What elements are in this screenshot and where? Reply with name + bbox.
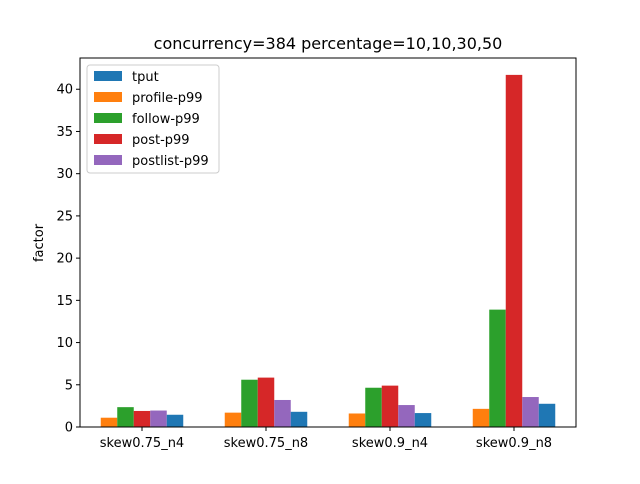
bar-follow-p99-skew0-9-n8 — [489, 309, 506, 427]
legend-swatch-tput — [94, 71, 122, 81]
bar-post-p99-skew0-75-n4 — [133, 410, 151, 427]
bar-postlist-p99-skew0-75-n8 — [274, 399, 291, 427]
y-tick-label: 10 — [56, 336, 73, 351]
y-axis-label: factor — [32, 223, 47, 262]
y-tick-label: 15 — [56, 294, 73, 309]
bar-profile-p99-skew0-9-n8 — [472, 408, 490, 427]
bars-group — [100, 74, 556, 427]
y-tick-label: 30 — [56, 167, 73, 182]
legend-label-post-p99: post-p99 — [132, 133, 190, 148]
y-tick-label: 5 — [65, 378, 73, 393]
legend-swatch-follow-p99 — [94, 113, 122, 123]
legend-label-profile-p99: profile-p99 — [132, 91, 203, 106]
bar-profile-p99-skew0-75-n8 — [224, 412, 242, 427]
bar-postlist-p99-skew0-75-n4 — [150, 410, 167, 427]
bar-tput-skew0-9-n4 — [414, 413, 432, 427]
y-axis-ticks: 0 5 10 15 20 25 30 35 40 — [56, 83, 80, 436]
bar-tput-skew0-9-n8 — [538, 403, 556, 427]
y-tick-label: 25 — [56, 209, 73, 224]
legend: tput profile-p99 follow-p99 post-p99 postlis… — [86, 64, 220, 174]
y-tick-label: 35 — [56, 125, 73, 140]
bar-follow-p99-skew0-75-n4 — [117, 407, 134, 427]
x-tick-label: skew0.75_n4 — [100, 436, 184, 451]
bar-postlist-p99-skew0-9-n4 — [398, 405, 415, 427]
x-tick-label: skew0.9_n8 — [476, 436, 552, 451]
chart-title: concurrency=384 percentage=10,10,30,50 — [154, 34, 503, 53]
bar-follow-p99-skew0-75-n8 — [241, 379, 258, 427]
legend-label-postlist-p99: postlist-p99 — [132, 154, 209, 169]
y-tick-label: 20 — [56, 252, 73, 267]
bar-post-p99-skew0-75-n8 — [257, 377, 275, 427]
bar-postlist-p99-skew0-9-n8 — [522, 397, 539, 427]
x-axis-ticks: skew0.75_n4 skew0.75_n8 skew0.9_n4 skew0.9_… — [100, 427, 552, 451]
bar-follow-p99-skew0-9-n4 — [365, 387, 382, 427]
bar-tput-skew0-75-n8 — [290, 411, 308, 427]
y-tick-label: 40 — [56, 83, 73, 98]
legend-label-follow-p99: follow-p99 — [132, 112, 200, 127]
legend-swatch-post-p99 — [94, 134, 122, 144]
y-tick-label: 0 — [65, 421, 73, 436]
bar-post-p99-skew0-9-n8 — [505, 74, 523, 427]
legend-label-tput: tput — [132, 70, 159, 85]
bar-profile-p99-skew0-75-n4 — [100, 417, 118, 427]
bar-tput-skew0-75-n4 — [166, 414, 184, 427]
x-tick-label: skew0.9_n4 — [352, 436, 428, 451]
plot-frame — [79, 57, 577, 428]
legend-swatch-postlist-p99 — [94, 155, 122, 165]
bar-post-p99-skew0-9-n4 — [381, 385, 399, 427]
x-tick-label: skew0.75_n8 — [224, 436, 308, 451]
legend-swatch-profile-p99 — [94, 92, 122, 102]
bar-profile-p99-skew0-9-n4 — [348, 413, 366, 427]
